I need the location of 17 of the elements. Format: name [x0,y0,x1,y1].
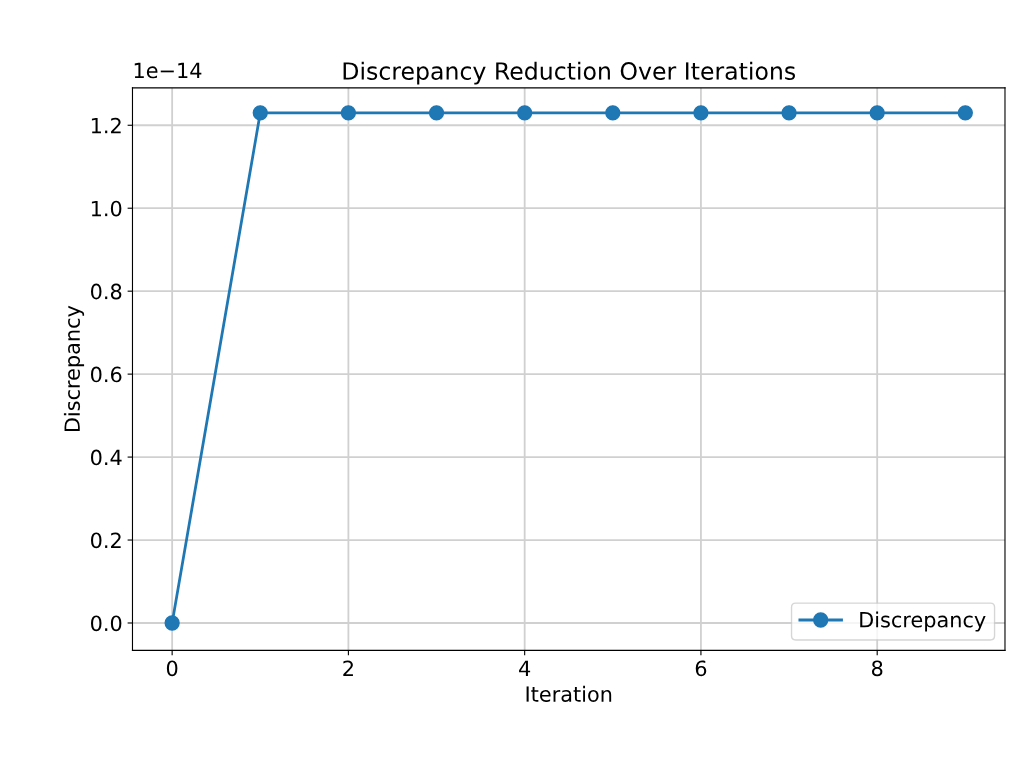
y-tick-label: 1.2 [91,117,121,134]
y-tick-label: 0.0 [91,615,122,632]
y-tick-label: 0.6 [91,366,122,383]
y-tick-label: 0.8 [91,283,122,300]
y-tick-label: 0.4 [91,449,122,466]
x-tick-label: 4 [519,660,531,676]
x-tick-label: 6 [695,660,707,677]
text: 1e−14 [134,62,202,79]
y-tick-label: 1.0 [91,200,122,217]
x-tick-label: 8 [871,660,883,677]
y-axis-title: Discrepancy [63,305,85,432]
chart-title: Discrepancy Reduction Over Iterations [343,61,796,85]
x-tick-label: 0 [166,660,178,677]
x-axis-title: Iteration [526,685,612,702]
x-tick-label: 2 [343,660,353,676]
y-tick-label: 0.2 [91,532,121,549]
legend-label: Discrepancy [860,611,986,632]
